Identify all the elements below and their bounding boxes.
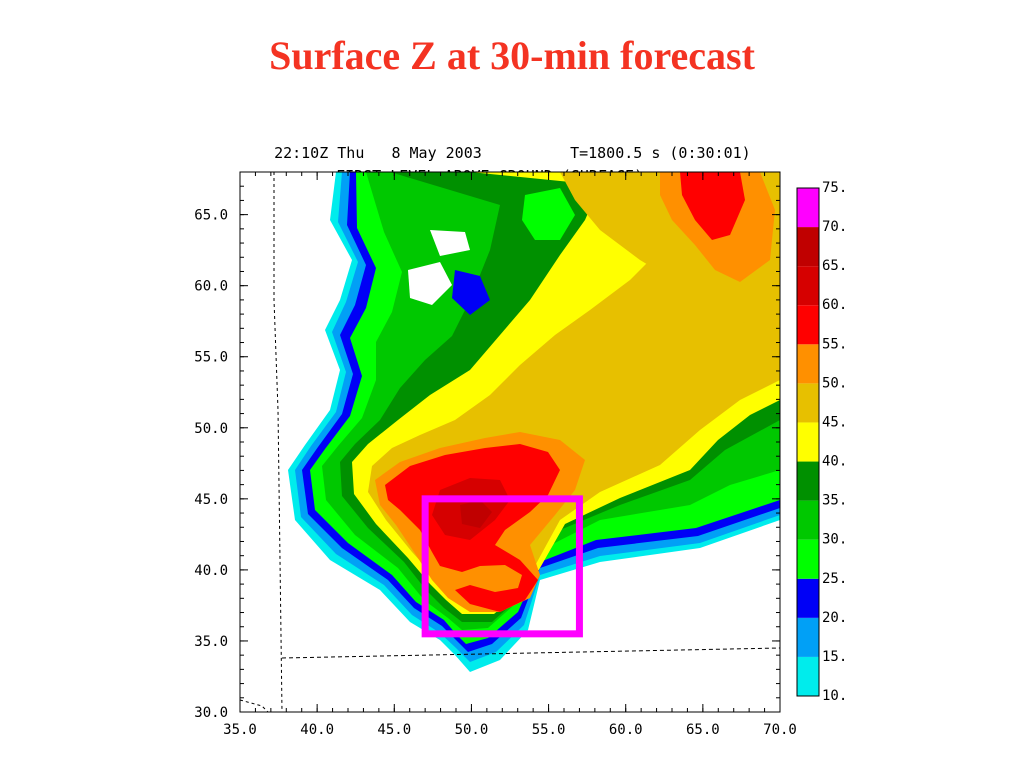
colorbar-label: 45.	[822, 414, 847, 430]
colorbar-swatch	[797, 539, 819, 579]
colorbar-swatch	[797, 656, 819, 696]
x-tick-label: 45.0	[377, 722, 411, 738]
colorbar-label: 30.	[822, 532, 847, 548]
colorbar-label: 20.	[822, 610, 847, 626]
y-tick-label: 30.0	[194, 705, 228, 721]
x-tick-label: 35.0	[223, 722, 257, 738]
colorbar-label: 70.	[822, 219, 847, 235]
forecast-time-label: T=1800.5 s (0:30:01)	[570, 144, 751, 162]
colorbar-frame	[796, 187, 820, 697]
x-tick-label: 65.0	[686, 722, 720, 738]
slide-title: Surface Z at 30-min forecast	[269, 33, 755, 78]
colorbar-swatch	[797, 266, 819, 306]
ne-cell-55	[680, 172, 745, 240]
y-tick-label: 35.0	[194, 634, 228, 650]
gap-nw-3	[452, 270, 490, 315]
colorbar-swatch	[797, 461, 819, 501]
colorbar-swatch	[797, 305, 819, 345]
colorbar-label: 75.	[822, 180, 847, 196]
gap-nw-2	[430, 230, 470, 256]
colorbar-label: 40.	[822, 454, 847, 470]
x-tick-label: 50.0	[455, 722, 489, 738]
colorbar-swatch	[797, 617, 819, 657]
colorbar-swatch	[797, 383, 819, 423]
x-tick-label: 70.0	[763, 722, 797, 738]
forecast-time-header: T=1800.5 s (0:30:01)	[552, 126, 751, 162]
colorbar-swatch	[797, 188, 819, 228]
highlight-box	[421, 495, 583, 638]
x-tick-label: 55.0	[532, 722, 566, 738]
colorbar-label: 50.	[822, 375, 847, 391]
colorbar-swatch	[797, 422, 819, 462]
y-tick-label: 60.0	[194, 279, 228, 295]
x-tick-label: 60.0	[609, 722, 643, 738]
colorbar-label: 55.	[822, 336, 847, 352]
y-tick-label: 55.0	[194, 350, 228, 366]
colorbar-swatch	[797, 578, 819, 618]
colorbar	[796, 187, 820, 697]
colorbar-label: 15.	[822, 649, 847, 665]
axis-ticks	[239, 171, 781, 713]
time-label: 22:10Z Thu 8 May 2003	[274, 144, 482, 162]
y-tick-label: 50.0	[194, 421, 228, 437]
z-band-65	[460, 500, 492, 528]
colorbar-labels: 10. 15. 20. 25. 30. 35. 40. 45. 50. 55. 60. 65. 70. 7…	[822, 180, 847, 704]
y-tick-label: 65.0	[194, 208, 228, 224]
colorbar-label: 65.	[822, 258, 847, 274]
gap-nw-1	[408, 262, 452, 305]
reflectivity-field	[288, 172, 780, 672]
gap-nw-4	[522, 188, 575, 240]
boundary-line-horizontal	[281, 647, 781, 659]
colorbar-label: 35.	[822, 493, 847, 509]
colorbar-swatch	[797, 227, 819, 267]
y-axis-labels: 30.0 35.0 40.0 45.0 50.0 55.0 60.0 65.0	[194, 208, 228, 721]
y-tick-label: 45.0	[194, 492, 228, 508]
colorbar-label: 25.	[822, 571, 847, 587]
boundary-line-corner	[239, 699, 269, 713]
time-header: 22:10Z Thu 8 May 2003	[256, 126, 482, 162]
boundary-line-vertical	[273, 172, 283, 713]
colorbar-label: 60.	[822, 297, 847, 313]
colorbar-label: 10.	[822, 688, 847, 704]
y-tick-label: 40.0	[194, 563, 228, 579]
colorbar-swatch	[797, 344, 819, 384]
x-tick-label: 40.0	[300, 722, 334, 738]
x-axis-labels: 35.0 40.0 45.0 50.0 55.0 60.0 65.0 70.0	[223, 722, 797, 738]
colorbar-swatch	[797, 500, 819, 540]
